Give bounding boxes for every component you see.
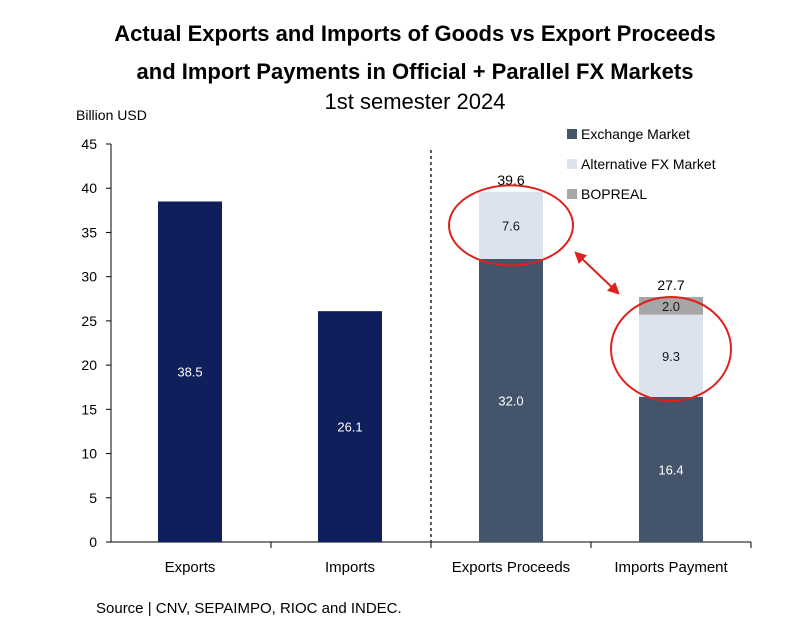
y-tick-label-10: 10 — [81, 446, 97, 462]
y-tick-label-20: 20 — [81, 357, 97, 373]
bar-label-imports: 26.1 — [337, 420, 362, 435]
y-tick-label-0: 0 — [89, 534, 97, 550]
total-label-imports-payment: 27.7 — [657, 277, 684, 293]
x-category-label-exports: Exports — [165, 559, 216, 576]
y-tick-label-5: 5 — [89, 490, 97, 506]
legend-label-exchange-market: Exchange Market — [581, 126, 690, 142]
bar-segment-exports-proceeds-alternative-fx-market — [479, 191, 543, 259]
highlight-circle-imports-payment — [610, 295, 732, 402]
chart-subtitle: 1st semester 2024 — [325, 89, 506, 114]
legend-swatch-exchange-market — [567, 129, 577, 139]
bar-label-imports-payment-alternative-fx-market: 9.3 — [662, 349, 680, 364]
bar-label-exports-proceeds-alternative-fx-market: 7.6 — [502, 218, 520, 233]
x-category-label-imports: Imports — [325, 559, 375, 576]
legend-swatch-bopreal — [567, 189, 577, 199]
double-arrow — [574, 251, 620, 295]
bar-segment-imports-payment-exchange-market — [639, 396, 703, 542]
bar-label-exports-proceeds-exchange-market: 32.0 — [498, 393, 523, 408]
bar-segment-exports-proceeds-exchange-market — [479, 258, 543, 542]
legend: Exchange Market Alternative FX Market BO… — [567, 126, 716, 202]
y-tick-label-35: 35 — [81, 224, 97, 240]
y-tick-label-30: 30 — [81, 269, 97, 285]
bar-label-exports: 38.5 — [177, 365, 202, 380]
legend-swatch-alternative-fx-market — [567, 159, 577, 169]
legend-label-bopreal: BOPREAL — [581, 186, 647, 202]
x-category-label-imports-payment: Imports Payment — [614, 559, 728, 576]
y-tick-label-45: 45 — [81, 136, 97, 152]
y-axis-label: Billion USD — [76, 107, 147, 123]
bar-label-imports-payment-exchange-market: 16.4 — [658, 462, 683, 477]
total-label-exports-proceeds: 39.6 — [497, 172, 524, 188]
y-tick-label-15: 15 — [81, 401, 97, 417]
bar-segment-imports-payment-bopreal — [639, 297, 703, 315]
chart-title-line-2: and Import Payments in Official + Parall… — [137, 59, 694, 84]
legend-label-alternative-fx-market: Alternative FX Market — [581, 156, 716, 172]
chart-title-line-1: Actual Exports and Imports of Goods vs E… — [114, 21, 715, 46]
bar-imports — [318, 311, 382, 542]
bar-segment-imports-payment-alternative-fx-market — [639, 314, 703, 397]
bar-label-imports-payment-bopreal: 2.0 — [662, 299, 680, 314]
y-tick-label-40: 40 — [81, 180, 97, 196]
x-category-label-exports-proceeds: Exports Proceeds — [452, 559, 570, 576]
bar-exports — [158, 201, 222, 542]
highlight-circle-exports-proceeds — [448, 184, 574, 267]
source-note: Source | CNV, SEPAIMPO, RIOC and INDEC. — [96, 600, 402, 617]
y-tick-label-25: 25 — [81, 313, 97, 329]
